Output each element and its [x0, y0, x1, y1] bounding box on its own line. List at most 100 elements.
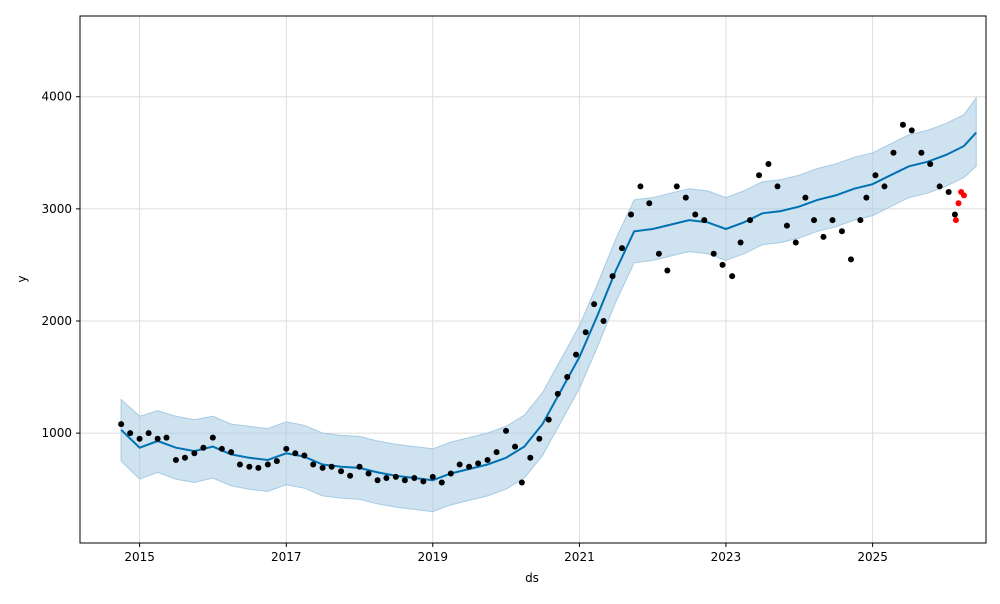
observed-point	[512, 443, 519, 450]
observed-point	[618, 245, 625, 252]
observed-point	[383, 474, 390, 481]
observed-point	[301, 452, 308, 459]
observed-point	[392, 473, 399, 480]
observed-point	[881, 183, 888, 190]
observed-point	[545, 416, 552, 423]
observed-point	[899, 121, 906, 128]
observed-point	[756, 172, 763, 179]
observed-point	[682, 194, 689, 201]
observed-point	[181, 454, 188, 461]
x-tick-label: 2021	[564, 550, 595, 564]
observed-point	[236, 461, 243, 468]
x-tick-label: 2019	[417, 550, 448, 564]
observed-point	[209, 434, 216, 441]
observed-point	[945, 189, 952, 196]
observed-point	[747, 217, 754, 224]
interval-band-layer	[120, 96, 977, 513]
observed-point	[429, 473, 436, 480]
observed-point	[951, 211, 958, 218]
observed-point	[456, 461, 463, 468]
observed-point	[802, 194, 809, 201]
observed-point	[438, 479, 445, 486]
observed-point	[527, 454, 534, 461]
observed-point	[765, 161, 772, 168]
observed-point	[484, 457, 491, 464]
holdout-point	[960, 192, 967, 199]
observed-point	[774, 183, 781, 190]
observed-point	[356, 463, 363, 470]
observed-point	[564, 374, 571, 381]
y-tick-label: 2000	[41, 314, 72, 328]
observed-point	[466, 463, 473, 470]
observed-point	[737, 239, 744, 246]
observed-point	[420, 478, 427, 485]
observed-point	[228, 449, 235, 456]
observed-point	[908, 127, 915, 134]
forecast-line	[120, 131, 977, 482]
observed-point	[655, 250, 662, 257]
observed-point	[411, 474, 418, 481]
observed-point	[783, 222, 790, 229]
observed-point	[447, 470, 454, 477]
observed-point	[475, 460, 482, 467]
x-tick-label: 2023	[711, 550, 742, 564]
observed-points-layer	[118, 121, 958, 486]
observed-point	[637, 183, 644, 190]
observed-point	[218, 445, 225, 452]
observed-point	[518, 479, 525, 486]
observed-point	[163, 434, 170, 441]
observed-point	[328, 463, 335, 470]
observed-point	[918, 149, 925, 156]
observed-point	[264, 461, 271, 468]
observed-point	[847, 256, 854, 263]
observed-point	[292, 450, 299, 457]
observed-point	[692, 211, 699, 218]
plot-frame	[79, 15, 987, 544]
observed-point	[719, 261, 726, 268]
observed-point	[710, 250, 717, 257]
y-tick-label: 4000	[41, 90, 72, 104]
forecast-line-layer	[120, 131, 977, 482]
uncertainty-interval-band	[120, 96, 977, 513]
x-tick-label: 2015	[124, 550, 155, 564]
observed-point	[838, 228, 845, 235]
observed-point	[573, 351, 580, 358]
x-axis-label: ds	[525, 571, 539, 585]
observed-point	[554, 390, 561, 397]
observed-point	[347, 472, 354, 479]
observed-point	[127, 430, 134, 437]
observed-point	[646, 200, 653, 207]
observed-point	[255, 464, 262, 471]
observed-point	[664, 267, 671, 274]
observed-point	[863, 194, 870, 201]
x-tick-label: 2025	[857, 550, 888, 564]
observed-point	[829, 217, 836, 224]
observed-point	[493, 449, 500, 456]
observed-point	[319, 464, 326, 471]
observed-point	[591, 301, 598, 308]
x-tick-label: 2017	[271, 550, 302, 564]
observed-point	[365, 470, 372, 477]
observed-point	[172, 457, 179, 464]
observed-point	[536, 435, 543, 442]
observed-point	[374, 477, 381, 484]
observed-point	[600, 317, 607, 324]
observed-point	[582, 329, 589, 336]
observed-point	[872, 172, 879, 179]
observed-point	[936, 183, 943, 190]
observed-point	[246, 463, 253, 470]
observed-point	[401, 477, 408, 484]
observed-point	[273, 458, 280, 465]
observed-point	[200, 444, 207, 451]
observed-point	[701, 217, 708, 224]
observed-point	[283, 445, 290, 452]
observed-point	[628, 211, 635, 218]
observed-point	[820, 233, 827, 240]
observed-point	[118, 421, 125, 428]
observed-point	[136, 435, 143, 442]
observed-point	[857, 217, 864, 224]
holdout-point	[952, 217, 959, 224]
y-tick-label: 1000	[41, 426, 72, 440]
